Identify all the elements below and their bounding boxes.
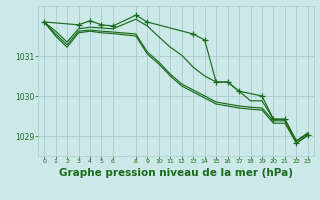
X-axis label: Graphe pression niveau de la mer (hPa): Graphe pression niveau de la mer (hPa): [59, 168, 293, 178]
